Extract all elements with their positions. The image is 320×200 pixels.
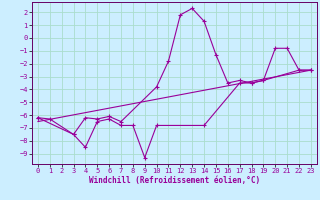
X-axis label: Windchill (Refroidissement éolien,°C): Windchill (Refroidissement éolien,°C) (89, 176, 260, 185)
